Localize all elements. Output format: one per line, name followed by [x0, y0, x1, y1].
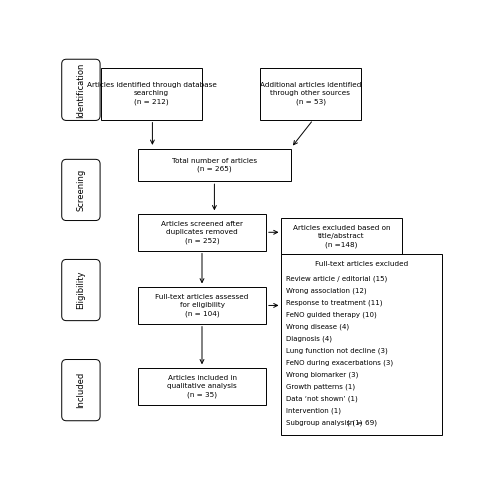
FancyBboxPatch shape [62, 260, 100, 320]
FancyBboxPatch shape [260, 68, 361, 120]
Text: FeNO guided therapy (10): FeNO guided therapy (10) [286, 312, 377, 318]
Text: Full-text articles excluded: Full-text articles excluded [315, 262, 408, 268]
FancyBboxPatch shape [138, 287, 266, 324]
Text: Additional articles identified
through other sources
(n = 53): Additional articles identified through o… [260, 82, 361, 105]
Text: Full-text articles assessed
for eligibility
(n = 104): Full-text articles assessed for eligibil… [156, 294, 248, 317]
FancyBboxPatch shape [101, 68, 202, 120]
Text: Data ‘not shown’ (1): Data ‘not shown’ (1) [286, 396, 358, 402]
FancyBboxPatch shape [138, 368, 266, 405]
Text: Eligibility: Eligibility [76, 271, 86, 310]
FancyBboxPatch shape [282, 254, 442, 436]
Text: Diagnosis (4): Diagnosis (4) [286, 336, 332, 342]
Text: Response to treatment (11): Response to treatment (11) [286, 300, 382, 306]
FancyBboxPatch shape [138, 214, 266, 250]
Text: Articles excluded based on
title/abstract
(n =148): Articles excluded based on title/abstrac… [293, 224, 390, 248]
Text: Articles included in
qualitative analysis
(n = 35): Articles included in qualitative analysi… [167, 375, 237, 398]
Text: Lung function not decline (3): Lung function not decline (3) [286, 348, 388, 354]
FancyBboxPatch shape [62, 59, 100, 120]
FancyBboxPatch shape [62, 160, 100, 220]
Text: Intervention (1): Intervention (1) [286, 408, 341, 414]
Text: Screening: Screening [76, 169, 86, 211]
Text: Included: Included [76, 372, 86, 408]
Text: Articles identified through database
searching
(n = 212): Articles identified through database sea… [86, 82, 216, 105]
Text: Wrong association (12): Wrong association (12) [286, 288, 366, 294]
FancyBboxPatch shape [282, 218, 402, 254]
Text: FeNO during exacerbations (3): FeNO during exacerbations (3) [286, 360, 393, 366]
Text: Wrong disease (4): Wrong disease (4) [286, 324, 349, 330]
Text: Review article / editorial (15): Review article / editorial (15) [286, 276, 388, 282]
Text: Subgroup analysis (1): Subgroup analysis (1) [286, 419, 362, 426]
Text: (n = 69): (n = 69) [347, 419, 377, 426]
Text: Wrong biomarker (3): Wrong biomarker (3) [286, 372, 358, 378]
FancyBboxPatch shape [138, 148, 291, 182]
Text: Identification: Identification [76, 62, 86, 118]
Text: Total number of articles
(n = 265): Total number of articles (n = 265) [172, 158, 257, 172]
FancyBboxPatch shape [62, 360, 100, 420]
Text: Growth patterns (1): Growth patterns (1) [286, 384, 355, 390]
Text: Articles screened after
duplicates removed
(n = 252): Articles screened after duplicates remov… [161, 221, 243, 244]
